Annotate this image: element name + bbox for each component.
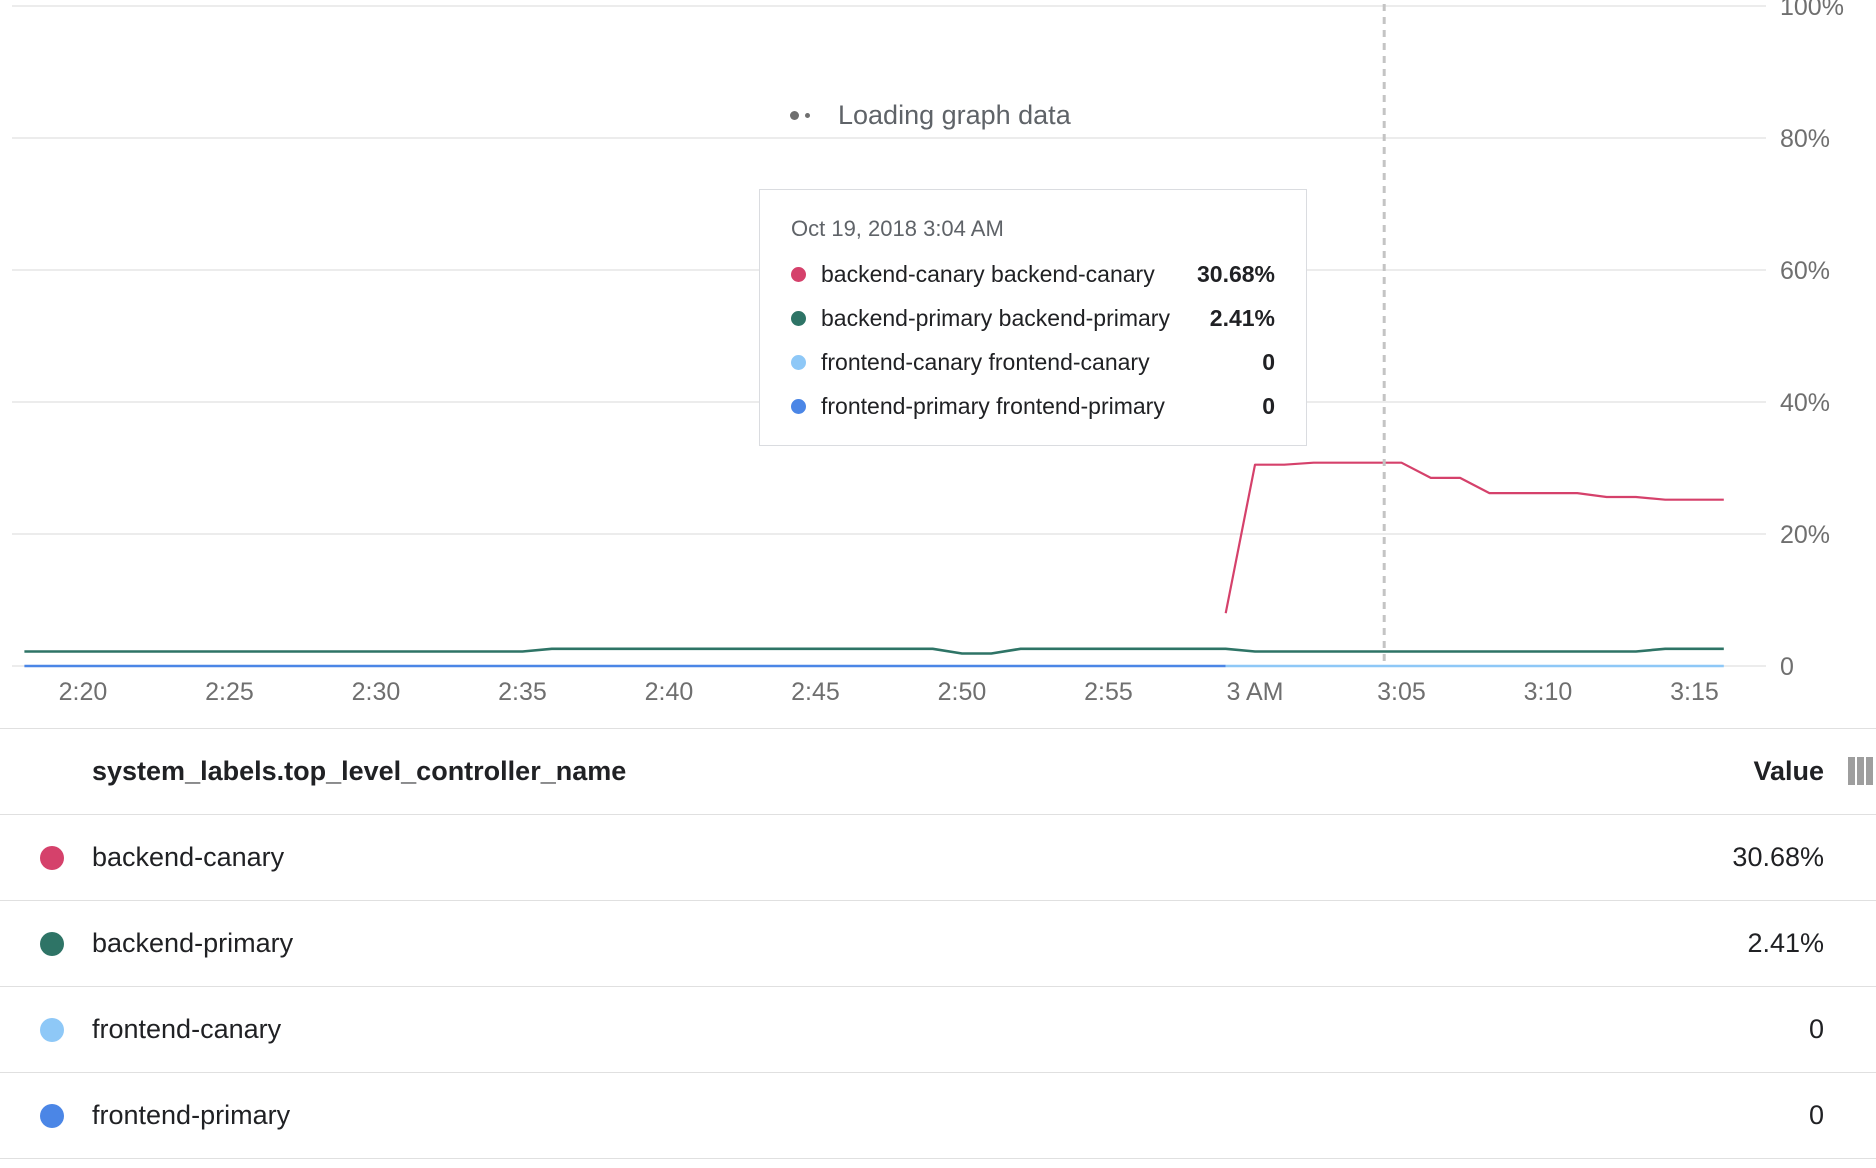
y-axis-labels: 0 20% 40% 60% 80% 100% bbox=[1780, 0, 1844, 681]
column-picker-icon[interactable] bbox=[1848, 757, 1876, 785]
tooltip-series-value: 2.41% bbox=[1209, 304, 1275, 331]
tooltip-row: frontend-primary frontend-primary 0 bbox=[791, 384, 1275, 428]
tooltip-series-value: 0 bbox=[1262, 392, 1275, 419]
y-tick-label: 0 bbox=[1780, 653, 1794, 681]
table-row[interactable]: backend-primary 2.41% bbox=[0, 901, 1876, 987]
chart-series bbox=[24, 461, 1724, 668]
series-line-backend-primary bbox=[24, 647, 1724, 655]
series-dot-icon bbox=[40, 931, 64, 956]
tooltip-series-label: frontend-canary frontend-canary bbox=[821, 348, 1150, 375]
x-tick-label: 2:45 bbox=[791, 678, 840, 706]
series-value: 30.68% bbox=[1732, 842, 1824, 872]
y-tick-label: 20% bbox=[1780, 521, 1830, 549]
tooltip-row: backend-canary backend-canary 30.68% bbox=[791, 252, 1275, 296]
x-tick-label: 3:05 bbox=[1377, 678, 1426, 706]
tooltip-series-label: backend-canary backend-canary bbox=[821, 260, 1155, 287]
tooltip-series-value: 30.68% bbox=[1196, 260, 1275, 287]
loading-text: Loading graph data bbox=[838, 100, 1071, 130]
series-value: 0 bbox=[1808, 1014, 1824, 1044]
series-name: backend-primary bbox=[92, 928, 294, 958]
table-row[interactable]: backend-canary 30.68% bbox=[0, 815, 1876, 901]
series-name: backend-canary bbox=[92, 842, 285, 872]
column-header-name[interactable]: system_labels.top_level_controller_name bbox=[92, 756, 627, 786]
y-tick-label: 60% bbox=[1780, 257, 1830, 285]
x-tick-label: 3 AM bbox=[1227, 678, 1284, 706]
table-row[interactable]: frontend-canary 0 bbox=[0, 987, 1876, 1073]
series-line-backend-canary bbox=[1224, 461, 1724, 614]
series-dot-icon bbox=[791, 354, 806, 370]
x-tick-label: 2:20 bbox=[59, 678, 108, 706]
series-dot-icon bbox=[40, 845, 64, 870]
y-tick-label: 40% bbox=[1780, 389, 1830, 417]
x-tick-label: 2:40 bbox=[645, 678, 694, 706]
series-dot-icon bbox=[791, 266, 806, 282]
time-series-chart[interactable]: 020%40%60%80%100% 2:20 2:25 2:30 2:35 2:40 2:… bbox=[0, 0, 1876, 728]
series-dot-icon bbox=[40, 1103, 64, 1128]
series-dot-icon bbox=[791, 310, 806, 326]
tooltip-row: backend-primary backend-primary 2.41% bbox=[791, 296, 1275, 340]
tooltip-row: frontend-canary frontend-canary 0 bbox=[791, 340, 1275, 384]
legend-table-header: system_labels.top_level_controller_name … bbox=[0, 729, 1876, 815]
x-tick-label: 2:35 bbox=[498, 678, 547, 706]
x-tick-label: 2:55 bbox=[1084, 678, 1133, 706]
series-name: frontend-primary bbox=[92, 1100, 291, 1130]
series-value: 2.41% bbox=[1747, 928, 1824, 958]
x-tick-label: 3:15 bbox=[1670, 678, 1719, 706]
x-axis-labels: 2:20 2:25 2:30 2:35 2:40 2:45 2:50 2:55 3 AM 3:05… bbox=[59, 678, 1719, 706]
tooltip-date: Oct 19, 2018 3:04 AM bbox=[791, 216, 1004, 241]
series-dot-icon bbox=[791, 398, 806, 414]
x-tick-label: 2:30 bbox=[352, 678, 401, 706]
loading-spinner-icon bbox=[790, 111, 820, 120]
series-name: frontend-canary bbox=[92, 1014, 282, 1044]
chart-tooltip: Oct 19, 2018 3:04 AM backend-canary back… bbox=[759, 189, 1307, 446]
x-tick-label: 2:50 bbox=[938, 678, 987, 706]
y-tick-label: 80% bbox=[1780, 125, 1830, 153]
table-row[interactable]: frontend-primary 0 bbox=[0, 1073, 1876, 1159]
column-header-value[interactable]: Value bbox=[1753, 756, 1824, 786]
series-value: 0 bbox=[1808, 1100, 1824, 1130]
tooltip-series-label: backend-primary backend-primary bbox=[821, 304, 1170, 331]
x-tick-label: 3:10 bbox=[1524, 678, 1573, 706]
y-tick-label: 100% bbox=[1780, 0, 1844, 21]
loading-indicator: Loading graph data bbox=[790, 100, 1071, 131]
tooltip-series-label: frontend-primary frontend-primary bbox=[821, 392, 1165, 419]
x-tick-label: 2:25 bbox=[205, 678, 254, 706]
series-dot-icon bbox=[40, 1017, 64, 1042]
legend-table: system_labels.top_level_controller_name … bbox=[0, 728, 1876, 1159]
tooltip-series-value: 0 bbox=[1262, 348, 1275, 375]
